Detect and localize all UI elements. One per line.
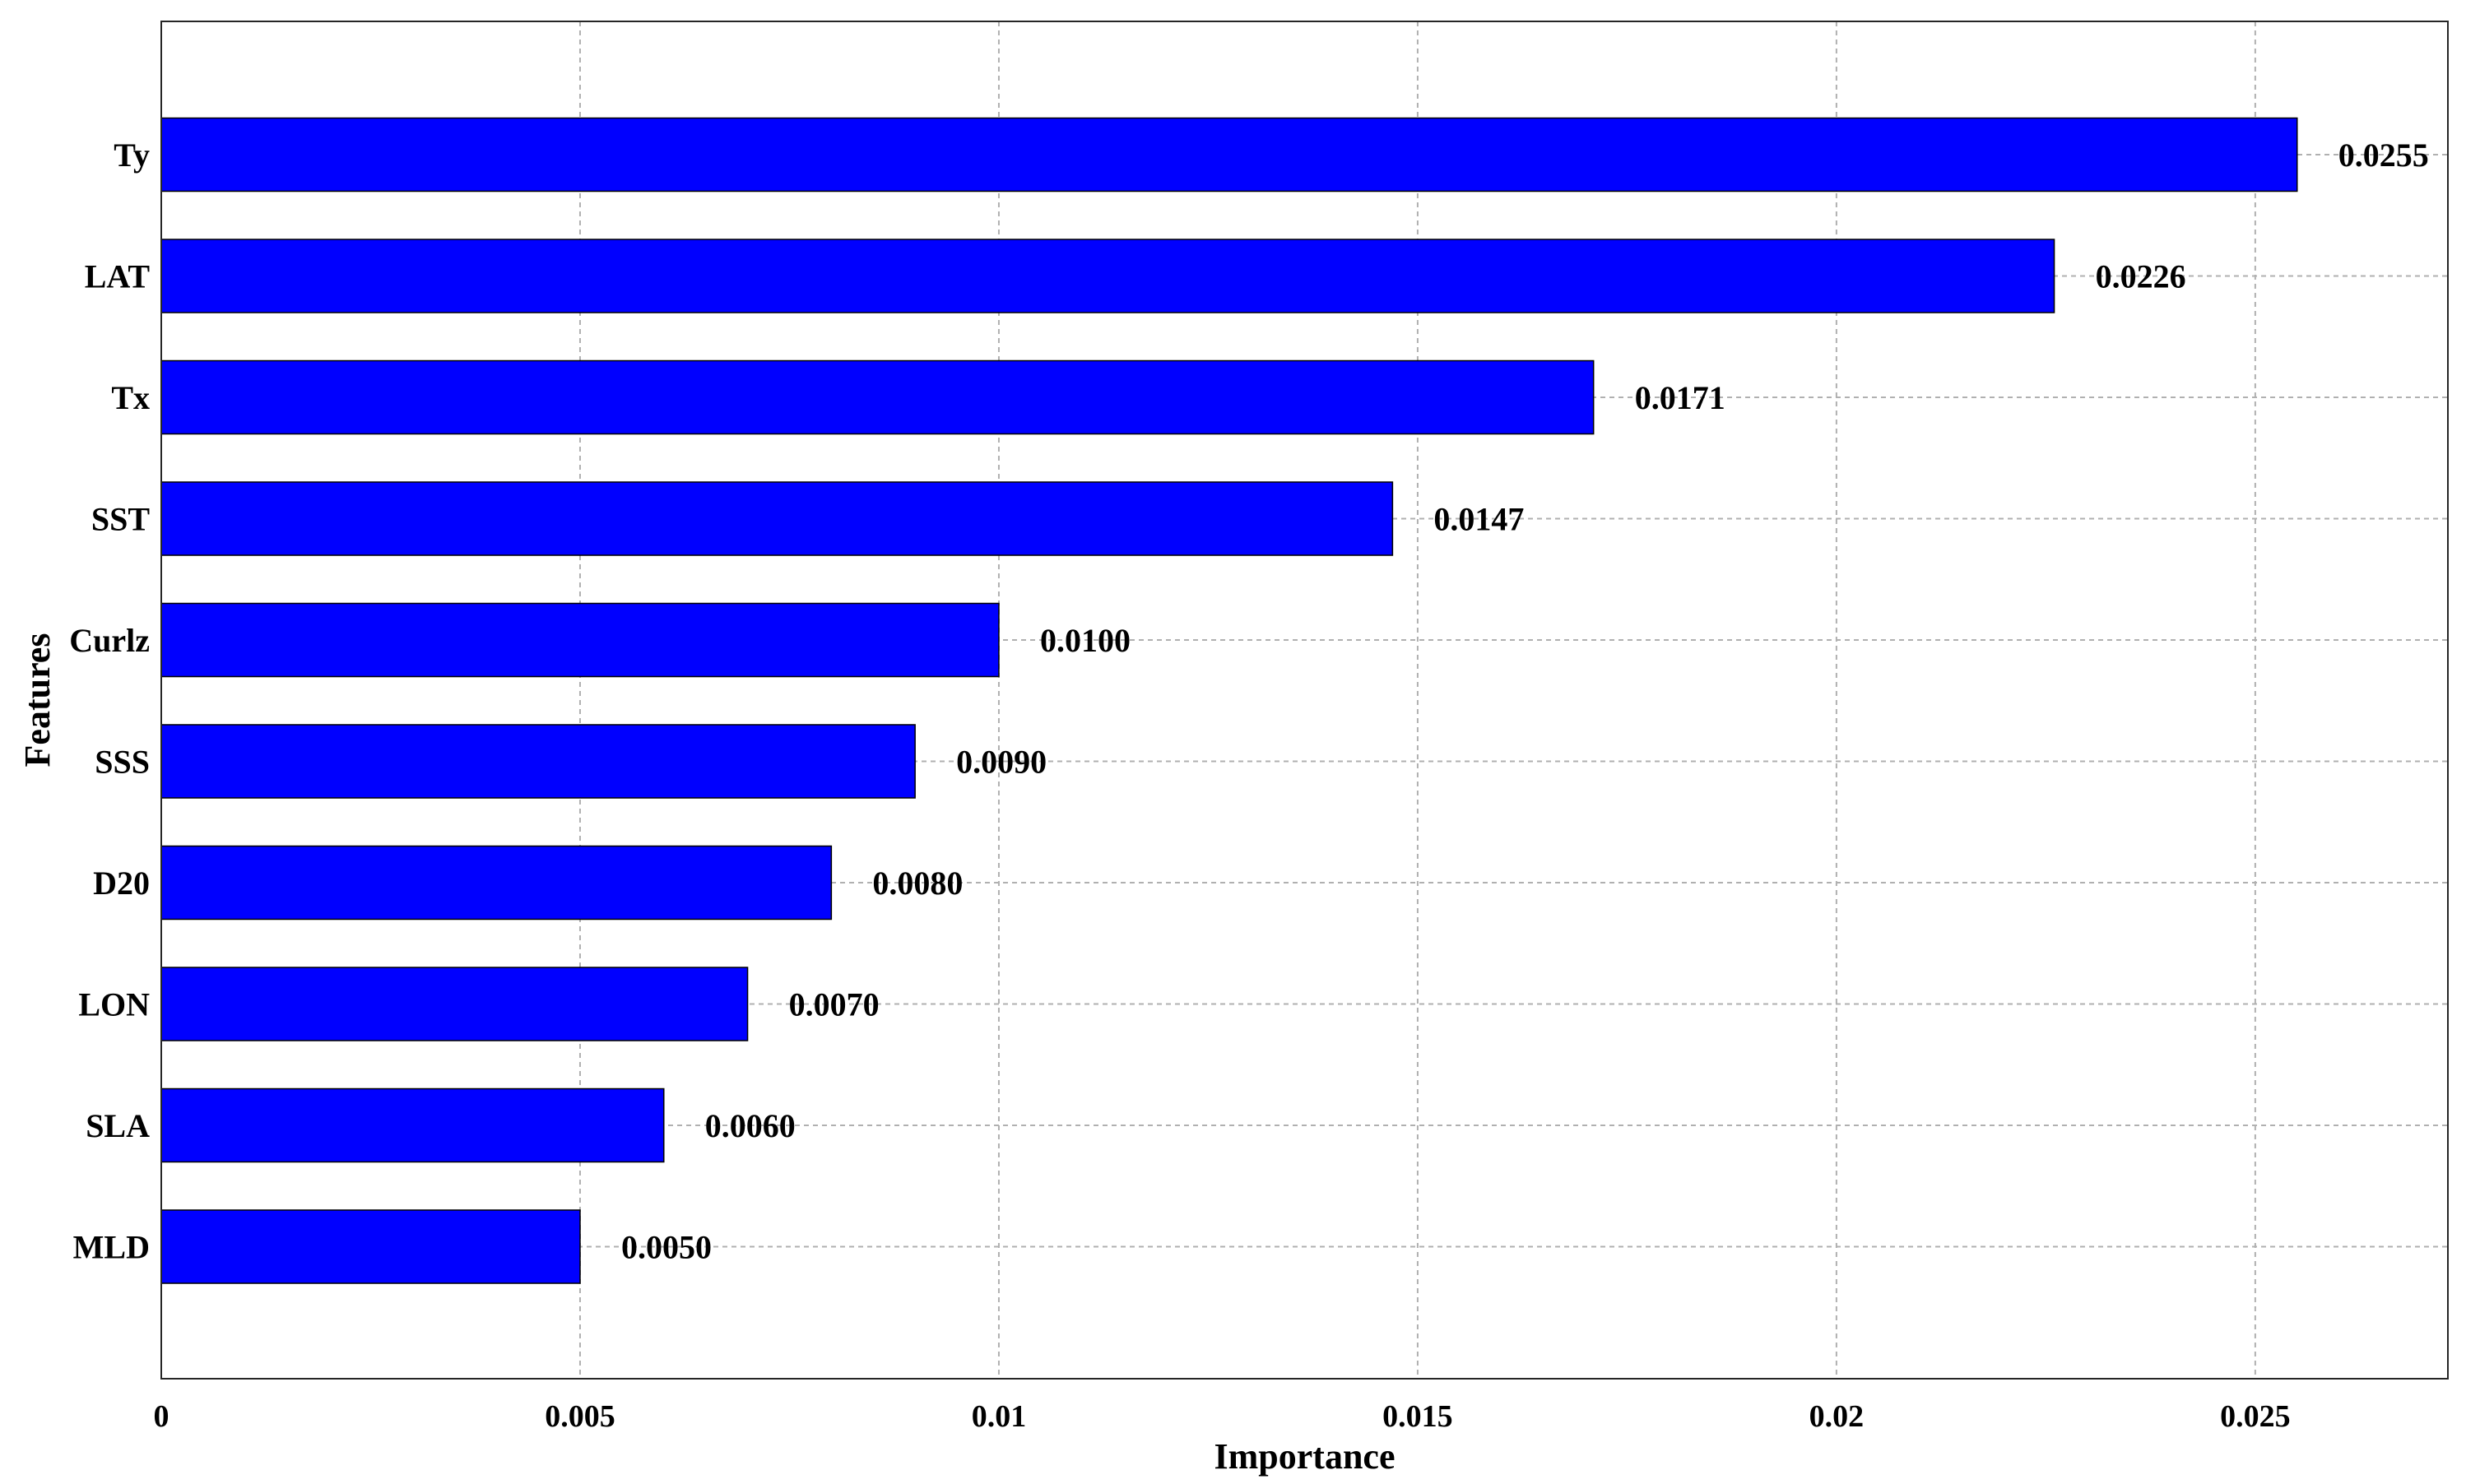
y-tick-label: D20	[93, 865, 150, 902]
bar-value-label: 0.0100	[1040, 622, 1131, 659]
x-tick-labels: 0 0.005 0.01 0.015 0.02 0.025	[154, 1399, 2291, 1434]
bar-value-label: 0.0171	[1635, 379, 1725, 416]
bar-mld	[160, 1209, 581, 1284]
x-tick-label: 0.015	[1382, 1399, 1453, 1434]
y-axis-title: Features	[17, 633, 58, 768]
y-tick-label: SST	[91, 501, 150, 538]
y-tick-label: SLA	[86, 1107, 150, 1144]
bar-curlz	[160, 602, 1000, 678]
y-tick-label: Tx	[111, 379, 150, 416]
bar-ty	[160, 117, 2298, 192]
x-tick-label: 0.01	[972, 1399, 1027, 1434]
x-tick-label: 0	[154, 1399, 170, 1434]
bar-value-label: 0.0255	[2338, 137, 2429, 174]
bar-value-label: 0.0080	[872, 865, 963, 902]
bar-sla	[160, 1087, 665, 1163]
bar-sst	[160, 481, 1394, 556]
x-axis-title: Importance	[1214, 1436, 1396, 1477]
y-tick-label: MLD	[73, 1229, 150, 1266]
x-tick-label: 0.02	[1809, 1399, 1865, 1434]
bar-value-label: 0.0090	[956, 744, 1047, 781]
grid-lines	[161, 21, 2448, 1379]
y-tick-label: Ty	[114, 137, 150, 174]
y-tick-label: LON	[78, 986, 150, 1023]
bar-lat	[160, 239, 2055, 313]
bar-value-label: 0.0070	[789, 986, 880, 1023]
x-tick-label: 0.005	[545, 1399, 615, 1434]
bar-lon	[160, 967, 749, 1041]
y-tick-label: LAT	[85, 258, 151, 295]
x-tick-label: 0.025	[2220, 1399, 2291, 1434]
bar-value-labels: 0.0255 0.0226 0.0171 0.0147 0.0100 0.0090 0.00…	[621, 137, 2429, 1266]
y-tick-label: Curlz	[69, 622, 150, 659]
y-tick-label: SSS	[95, 744, 150, 781]
y-tick-labels: Ty LAT Tx SST Curlz SSS D20 LON SLA MLD	[69, 137, 150, 1266]
bar-value-label: 0.0060	[705, 1107, 796, 1144]
bar-value-label: 0.0147	[1433, 501, 1524, 538]
bar-value-label: 0.0226	[2096, 258, 2186, 295]
bar-sss	[160, 724, 916, 799]
bar-d20	[160, 845, 833, 921]
plot-frame	[160, 21, 2449, 1380]
bar-tx	[160, 359, 1595, 435]
bars	[160, 117, 2298, 1284]
bar-value-label: 0.0050	[621, 1229, 712, 1266]
